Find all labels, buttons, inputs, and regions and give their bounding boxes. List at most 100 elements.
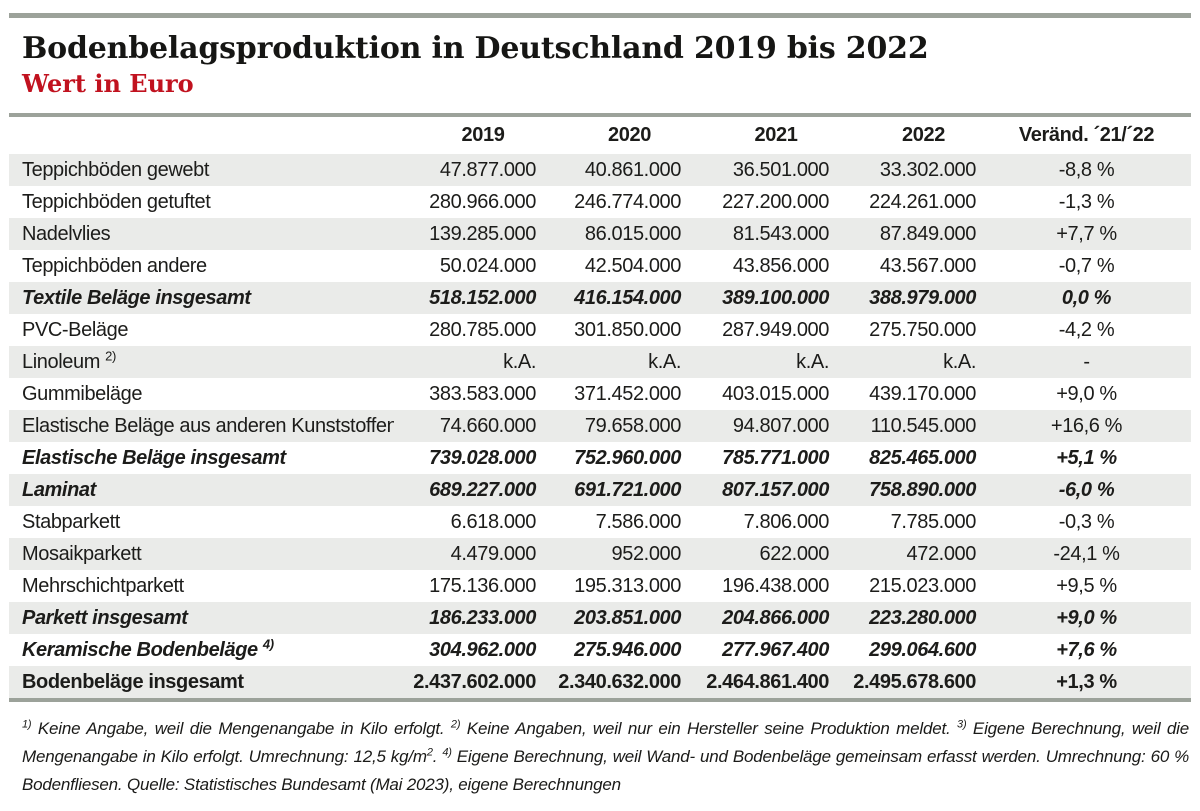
value-2022: 388.979.000 — [869, 286, 976, 309]
footnote-text: 1) Keine Angabe, weil die Mengenangabe i… — [22, 718, 1190, 794]
table-row: Gummibeläge 383.583.000 371.452.000 403.015… — [9, 378, 1191, 410]
change-value: +9,5 % — [1056, 574, 1117, 597]
row-label: Elastische Beläge aus anderen Kunststoff… — [22, 414, 394, 437]
value-2020: 2.340.632.000 — [558, 670, 681, 693]
value-2022: 223.280.000 — [869, 606, 976, 629]
change-value: +9,0 % — [1056, 382, 1117, 405]
value-2020: 275.946.000 — [574, 638, 681, 661]
change-value: +1,3 % — [1056, 670, 1117, 693]
table-row: Bodenbeläge insgesamt 2.437.602.000 2.340.… — [9, 666, 1191, 698]
value-2021: 277.967.400 — [722, 638, 829, 661]
footnote-marker: 2 — [426, 746, 433, 759]
page-title: Bodenbelagsproduktion in Deutschland 201… — [22, 31, 929, 66]
change-value: - — [1083, 350, 1090, 373]
change-value: +7,6 % — [1056, 638, 1117, 661]
change-value: -24,1 % — [1053, 542, 1120, 565]
row-label: Laminat — [22, 478, 96, 501]
column-header-year-2022: 2022 — [902, 124, 945, 146]
table-row: Keramische Bodenbeläge 4) 304.962.000 275.… — [9, 634, 1191, 666]
change-value: +5,1 % — [1056, 446, 1117, 469]
value-2022: 43.567.000 — [879, 254, 977, 277]
value-2022: 439.170.000 — [869, 382, 976, 405]
value-2022: 2.495.678.600 — [853, 670, 976, 693]
bottom-divider-rule — [9, 698, 1191, 702]
value-2020: 371.452.000 — [574, 382, 681, 405]
footnote-marker: 3) — [957, 718, 967, 731]
value-2022: 472.000 — [906, 542, 977, 565]
footnote-marker: 2) — [105, 347, 116, 363]
value-2021: 2.464.861.400 — [706, 670, 829, 693]
change-value: -4,2 % — [1058, 318, 1115, 341]
row-label: Mosaikparkett — [22, 542, 142, 565]
page-subtitle: Wert in Euro — [22, 69, 194, 98]
row-label: Bodenbeläge insgesamt — [22, 670, 244, 693]
value-2021: 204.866.000 — [722, 606, 829, 629]
value-2021: 403.015.000 — [722, 382, 829, 405]
value-2022: k.A. — [943, 350, 976, 373]
value-2020: 42.504.000 — [584, 254, 682, 277]
value-2020: 195.313.000 — [574, 574, 681, 597]
production-table: 2019 2020 2021 2022 Veränd. ´21/´22 Teppichb… — [9, 117, 1191, 698]
value-2019: 304.962.000 — [429, 638, 536, 661]
value-2020: 86.015.000 — [584, 222, 682, 245]
row-label: Teppichböden gewebt — [22, 158, 209, 181]
value-2022: 215.023.000 — [869, 574, 976, 597]
value-2021: 7.806.000 — [743, 510, 830, 533]
footnote-marker: 4) — [262, 635, 274, 651]
change-value: -8,8 % — [1058, 158, 1115, 181]
value-2019: k.A. — [503, 350, 536, 373]
table-row: Parkett insgesamt 186.233.000 203.851.000 2… — [9, 602, 1191, 634]
value-2019: 50.024.000 — [439, 254, 537, 277]
top-divider-rule — [9, 13, 1191, 18]
value-2019: 739.028.000 — [429, 446, 536, 469]
value-2021: 807.157.000 — [722, 478, 829, 501]
column-header-year-2021: 2021 — [754, 124, 798, 146]
footnote-marker: 4) — [442, 746, 452, 759]
row-label: Nadelvlies — [22, 222, 111, 245]
value-2020: 301.850.000 — [574, 318, 681, 341]
value-2021: 389.100.000 — [722, 286, 829, 309]
table-row: Elastische Beläge aus anderen Kunststoff… — [9, 410, 1191, 442]
table-row: Laminat 689.227.000 691.721.000 807.157.000… — [9, 474, 1191, 506]
change-value: -6,0 % — [1058, 478, 1115, 501]
row-label: Teppichböden getuftet — [22, 190, 211, 213]
change-value: -0,7 % — [1058, 254, 1115, 277]
value-2019: 4.479.000 — [450, 542, 537, 565]
change-value: +16,6 % — [1050, 414, 1123, 437]
change-value: -0,3 % — [1058, 510, 1115, 533]
value-2021: 196.438.000 — [722, 574, 829, 597]
value-2019: 689.227.000 — [429, 478, 536, 501]
value-2020: 203.851.000 — [574, 606, 681, 629]
value-2019: 6.618.000 — [450, 510, 537, 533]
row-label: Parkett insgesamt — [22, 606, 188, 629]
value-2019: 74.660.000 — [439, 414, 537, 437]
value-2021: 287.949.000 — [722, 318, 829, 341]
table-row: Mosaikparkett 4.479.000 952.000 622.000 472.… — [9, 538, 1191, 570]
value-2021: 81.543.000 — [732, 222, 830, 245]
row-label: Stabparkett — [22, 510, 120, 533]
row-label: Linoleum 2) — [22, 347, 116, 373]
footnote-marker: 1) — [22, 718, 32, 731]
table-row: Linoleum 2) k.A. k.A. k.A. k.A. - — [9, 346, 1191, 378]
table-header-row: 2019 2020 2021 2022 Veränd. ´21/´22 — [9, 117, 1191, 154]
value-2022: 33.302.000 — [879, 158, 977, 181]
table-row: Nadelvlies 139.285.000 86.015.000 81.543.00… — [9, 218, 1191, 250]
header-divider-rule — [9, 113, 1191, 117]
column-header-year-2019: 2019 — [461, 124, 505, 146]
change-value: +7,7 % — [1056, 222, 1117, 245]
row-label: Textile Beläge insgesamt — [22, 286, 251, 309]
value-2020: 40.861.000 — [584, 158, 682, 181]
value-2020: 79.658.000 — [584, 414, 682, 437]
change-value: -1,3 % — [1058, 190, 1115, 213]
table-row: Mehrschichtparkett 175.136.000 195.313.000… — [9, 570, 1191, 602]
table-header: 2019 2020 2021 2022 Veränd. ´21/´22 — [9, 117, 1191, 154]
value-2021: 43.856.000 — [732, 254, 830, 277]
value-2022: 7.785.000 — [890, 510, 977, 533]
value-2022: 299.064.600 — [869, 638, 976, 661]
change-value: 0,0 % — [1061, 286, 1112, 309]
value-2020: 416.154.000 — [574, 286, 681, 309]
value-2022: 110.545.000 — [870, 414, 977, 437]
column-header-change: Veränd. ´21/´22 — [1018, 124, 1155, 146]
value-2022: 275.750.000 — [869, 318, 976, 341]
